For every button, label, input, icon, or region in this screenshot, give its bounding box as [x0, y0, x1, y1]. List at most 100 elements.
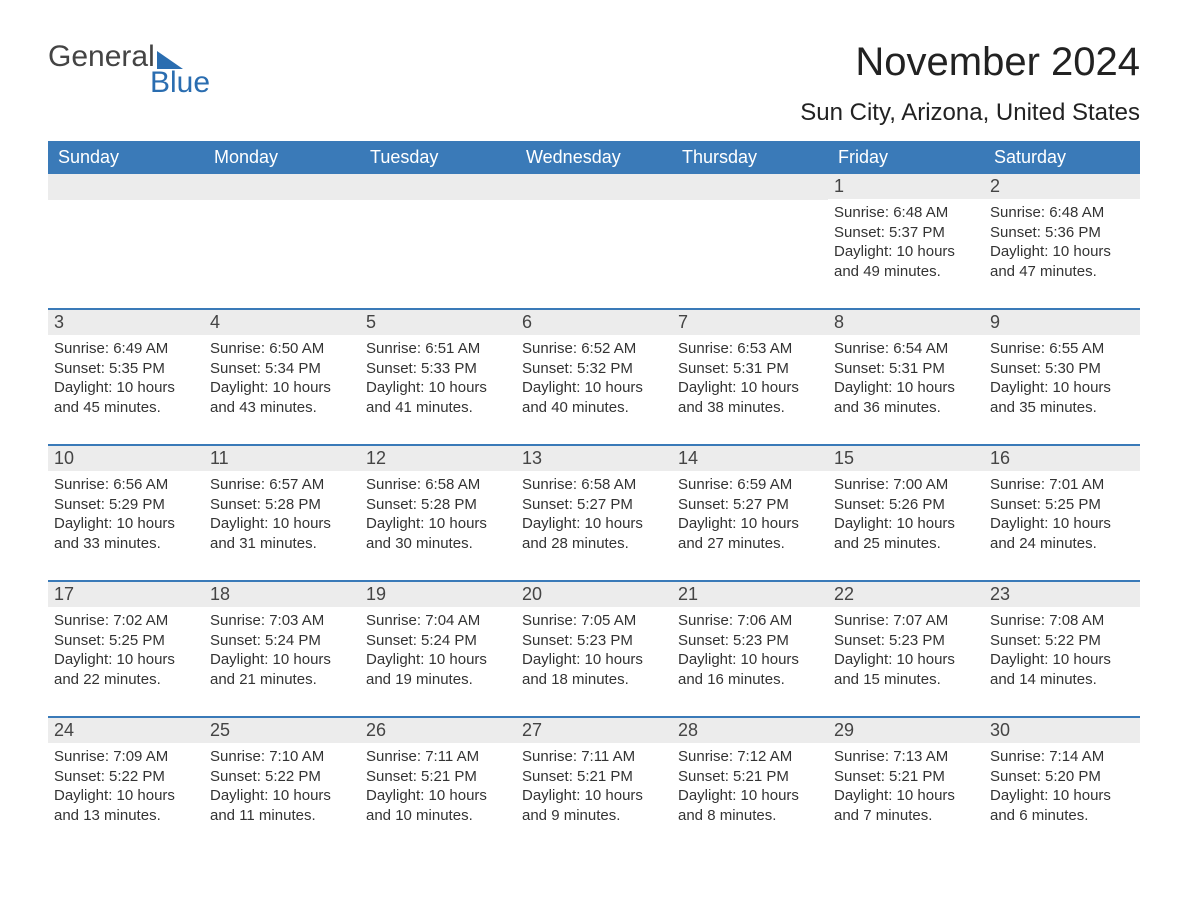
sunrise-text: Sunrise: 6:48 AM [990, 203, 1134, 223]
sunset-text: Sunset: 5:23 PM [834, 631, 978, 651]
location: Sun City, Arizona, United States [800, 99, 1140, 127]
day-header-cell: Monday [204, 141, 360, 174]
day-number: 19 [360, 582, 516, 607]
day-number: 27 [516, 718, 672, 743]
daylight-text: Daylight: 10 hours and 36 minutes. [834, 378, 978, 417]
daylight-text: Daylight: 10 hours and 19 minutes. [366, 650, 510, 689]
day-header-cell: Saturday [984, 141, 1140, 174]
calendar-cell: 17Sunrise: 7:02 AMSunset: 5:25 PMDayligh… [48, 582, 204, 700]
calendar-cell [48, 174, 204, 292]
cell-body: Sunrise: 6:49 AMSunset: 5:35 PMDaylight:… [48, 335, 204, 423]
sunset-text: Sunset: 5:27 PM [678, 495, 822, 515]
daylight-text: Daylight: 10 hours and 9 minutes. [522, 786, 666, 825]
cell-body: Sunrise: 6:48 AMSunset: 5:36 PMDaylight:… [984, 199, 1140, 287]
day-number: 14 [672, 446, 828, 471]
sunrise-text: Sunrise: 7:00 AM [834, 475, 978, 495]
daylight-text: Daylight: 10 hours and 21 minutes. [210, 650, 354, 689]
sunset-text: Sunset: 5:28 PM [366, 495, 510, 515]
sunset-text: Sunset: 5:30 PM [990, 359, 1134, 379]
calendar-cell: 27Sunrise: 7:11 AMSunset: 5:21 PMDayligh… [516, 718, 672, 836]
cell-body: Sunrise: 7:10 AMSunset: 5:22 PMDaylight:… [204, 743, 360, 831]
daylight-text: Daylight: 10 hours and 15 minutes. [834, 650, 978, 689]
sunrise-text: Sunrise: 7:10 AM [210, 747, 354, 767]
daylight-text: Daylight: 10 hours and 28 minutes. [522, 514, 666, 553]
calendar-cell: 4Sunrise: 6:50 AMSunset: 5:34 PMDaylight… [204, 310, 360, 428]
sunset-text: Sunset: 5:25 PM [54, 631, 198, 651]
cell-body: Sunrise: 7:14 AMSunset: 5:20 PMDaylight:… [984, 743, 1140, 831]
day-number: 17 [48, 582, 204, 607]
cell-body: Sunrise: 7:12 AMSunset: 5:21 PMDaylight:… [672, 743, 828, 831]
sunset-text: Sunset: 5:31 PM [834, 359, 978, 379]
day-header-cell: Thursday [672, 141, 828, 174]
cell-body: Sunrise: 7:13 AMSunset: 5:21 PMDaylight:… [828, 743, 984, 831]
calendar-cell: 11Sunrise: 6:57 AMSunset: 5:28 PMDayligh… [204, 446, 360, 564]
sunrise-text: Sunrise: 6:59 AM [678, 475, 822, 495]
cell-body: Sunrise: 7:09 AMSunset: 5:22 PMDaylight:… [48, 743, 204, 831]
daylight-text: Daylight: 10 hours and 7 minutes. [834, 786, 978, 825]
day-number: 25 [204, 718, 360, 743]
logo: General Blue [48, 40, 210, 100]
calendar-cell: 30Sunrise: 7:14 AMSunset: 5:20 PMDayligh… [984, 718, 1140, 836]
calendar-cell: 19Sunrise: 7:04 AMSunset: 5:24 PMDayligh… [360, 582, 516, 700]
daylight-text: Daylight: 10 hours and 41 minutes. [366, 378, 510, 417]
cell-body: Sunrise: 6:58 AMSunset: 5:28 PMDaylight:… [360, 471, 516, 559]
sunset-text: Sunset: 5:23 PM [678, 631, 822, 651]
cell-body: Sunrise: 7:04 AMSunset: 5:24 PMDaylight:… [360, 607, 516, 695]
day-number [516, 174, 672, 200]
day-number: 26 [360, 718, 516, 743]
calendar-cell: 13Sunrise: 6:58 AMSunset: 5:27 PMDayligh… [516, 446, 672, 564]
sunset-text: Sunset: 5:32 PM [522, 359, 666, 379]
cell-body: Sunrise: 6:56 AMSunset: 5:29 PMDaylight:… [48, 471, 204, 559]
calendar: SundayMondayTuesdayWednesdayThursdayFrid… [48, 141, 1140, 836]
cell-body: Sunrise: 6:57 AMSunset: 5:28 PMDaylight:… [204, 471, 360, 559]
sunset-text: Sunset: 5:21 PM [678, 767, 822, 787]
day-number: 4 [204, 310, 360, 335]
cell-body: Sunrise: 6:51 AMSunset: 5:33 PMDaylight:… [360, 335, 516, 423]
sunset-text: Sunset: 5:24 PM [366, 631, 510, 651]
day-number: 13 [516, 446, 672, 471]
calendar-cell: 29Sunrise: 7:13 AMSunset: 5:21 PMDayligh… [828, 718, 984, 836]
day-number: 20 [516, 582, 672, 607]
sunset-text: Sunset: 5:31 PM [678, 359, 822, 379]
daylight-text: Daylight: 10 hours and 8 minutes. [678, 786, 822, 825]
sunset-text: Sunset: 5:21 PM [834, 767, 978, 787]
daylight-text: Daylight: 10 hours and 16 minutes. [678, 650, 822, 689]
cell-body: Sunrise: 7:03 AMSunset: 5:24 PMDaylight:… [204, 607, 360, 695]
calendar-cell: 18Sunrise: 7:03 AMSunset: 5:24 PMDayligh… [204, 582, 360, 700]
day-header-cell: Friday [828, 141, 984, 174]
sunset-text: Sunset: 5:22 PM [990, 631, 1134, 651]
cell-body: Sunrise: 7:11 AMSunset: 5:21 PMDaylight:… [516, 743, 672, 831]
calendar-cell: 9Sunrise: 6:55 AMSunset: 5:30 PMDaylight… [984, 310, 1140, 428]
sunset-text: Sunset: 5:34 PM [210, 359, 354, 379]
calendar-cell: 10Sunrise: 6:56 AMSunset: 5:29 PMDayligh… [48, 446, 204, 564]
day-number: 11 [204, 446, 360, 471]
daylight-text: Daylight: 10 hours and 33 minutes. [54, 514, 198, 553]
sunrise-text: Sunrise: 7:07 AM [834, 611, 978, 631]
sunset-text: Sunset: 5:33 PM [366, 359, 510, 379]
cell-body: Sunrise: 7:00 AMSunset: 5:26 PMDaylight:… [828, 471, 984, 559]
sunset-text: Sunset: 5:35 PM [54, 359, 198, 379]
calendar-cell [516, 174, 672, 292]
cell-body: Sunrise: 7:02 AMSunset: 5:25 PMDaylight:… [48, 607, 204, 695]
week-row: 3Sunrise: 6:49 AMSunset: 5:35 PMDaylight… [48, 308, 1140, 428]
month-title: November 2024 [800, 40, 1140, 85]
calendar-cell: 5Sunrise: 6:51 AMSunset: 5:33 PMDaylight… [360, 310, 516, 428]
day-number: 30 [984, 718, 1140, 743]
sunset-text: Sunset: 5:27 PM [522, 495, 666, 515]
day-number: 28 [672, 718, 828, 743]
sunrise-text: Sunrise: 6:53 AM [678, 339, 822, 359]
sunrise-text: Sunrise: 7:13 AM [834, 747, 978, 767]
sunrise-text: Sunrise: 7:11 AM [366, 747, 510, 767]
sunrise-text: Sunrise: 7:09 AM [54, 747, 198, 767]
sunset-text: Sunset: 5:37 PM [834, 223, 978, 243]
sunset-text: Sunset: 5:22 PM [54, 767, 198, 787]
sunrise-text: Sunrise: 6:54 AM [834, 339, 978, 359]
sunset-text: Sunset: 5:21 PM [522, 767, 666, 787]
day-number: 16 [984, 446, 1140, 471]
sunset-text: Sunset: 5:21 PM [366, 767, 510, 787]
daylight-text: Daylight: 10 hours and 40 minutes. [522, 378, 666, 417]
day-header-cell: Wednesday [516, 141, 672, 174]
cell-body: Sunrise: 7:06 AMSunset: 5:23 PMDaylight:… [672, 607, 828, 695]
daylight-text: Daylight: 10 hours and 47 minutes. [990, 242, 1134, 281]
sunset-text: Sunset: 5:22 PM [210, 767, 354, 787]
